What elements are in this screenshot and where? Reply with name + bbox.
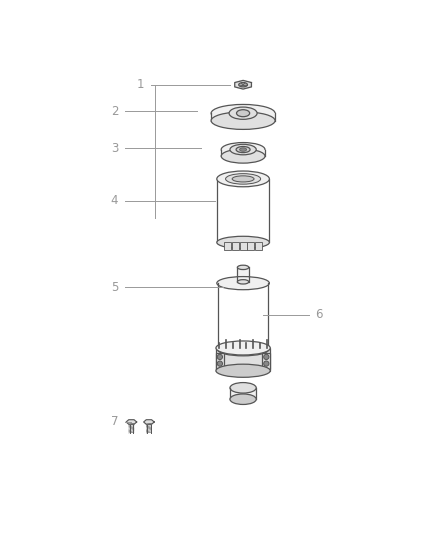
Ellipse shape bbox=[229, 107, 257, 119]
Polygon shape bbox=[235, 80, 251, 89]
Text: 2: 2 bbox=[111, 104, 118, 117]
Ellipse shape bbox=[239, 83, 247, 87]
Ellipse shape bbox=[217, 354, 223, 360]
Ellipse shape bbox=[236, 147, 250, 152]
Bar bbox=[216, 353, 224, 369]
Ellipse shape bbox=[221, 149, 265, 163]
Bar bbox=[218, 283, 268, 350]
Bar bbox=[224, 241, 231, 251]
Bar bbox=[211, 113, 275, 120]
Polygon shape bbox=[144, 419, 154, 424]
Text: 1: 1 bbox=[137, 78, 145, 91]
Bar bbox=[255, 241, 262, 251]
Ellipse shape bbox=[211, 104, 275, 122]
Ellipse shape bbox=[237, 110, 250, 117]
Ellipse shape bbox=[230, 144, 256, 155]
Bar bbox=[262, 353, 270, 369]
Ellipse shape bbox=[264, 361, 269, 366]
Bar bbox=[247, 241, 254, 251]
Ellipse shape bbox=[221, 142, 265, 157]
Ellipse shape bbox=[217, 236, 269, 248]
Ellipse shape bbox=[230, 383, 256, 393]
Bar bbox=[216, 348, 270, 371]
Ellipse shape bbox=[226, 174, 261, 184]
Ellipse shape bbox=[237, 265, 249, 270]
Bar bbox=[232, 241, 239, 251]
Ellipse shape bbox=[230, 394, 256, 405]
Ellipse shape bbox=[232, 176, 254, 182]
Ellipse shape bbox=[240, 148, 247, 151]
Bar bbox=[221, 150, 265, 156]
Ellipse shape bbox=[217, 171, 269, 187]
Ellipse shape bbox=[216, 364, 270, 377]
Ellipse shape bbox=[264, 354, 269, 360]
Text: 6: 6 bbox=[315, 308, 323, 321]
Ellipse shape bbox=[237, 280, 249, 284]
Bar bbox=[240, 241, 247, 251]
Bar bbox=[217, 179, 269, 243]
Text: 7: 7 bbox=[111, 416, 118, 429]
Ellipse shape bbox=[218, 344, 268, 356]
Ellipse shape bbox=[217, 277, 269, 290]
Text: 4: 4 bbox=[111, 195, 118, 207]
Ellipse shape bbox=[216, 341, 270, 355]
Polygon shape bbox=[126, 419, 137, 424]
Ellipse shape bbox=[217, 361, 223, 366]
Text: 3: 3 bbox=[111, 142, 118, 155]
Ellipse shape bbox=[211, 112, 275, 130]
Text: 5: 5 bbox=[111, 280, 118, 294]
Bar bbox=[237, 268, 249, 282]
Bar bbox=[230, 388, 256, 399]
